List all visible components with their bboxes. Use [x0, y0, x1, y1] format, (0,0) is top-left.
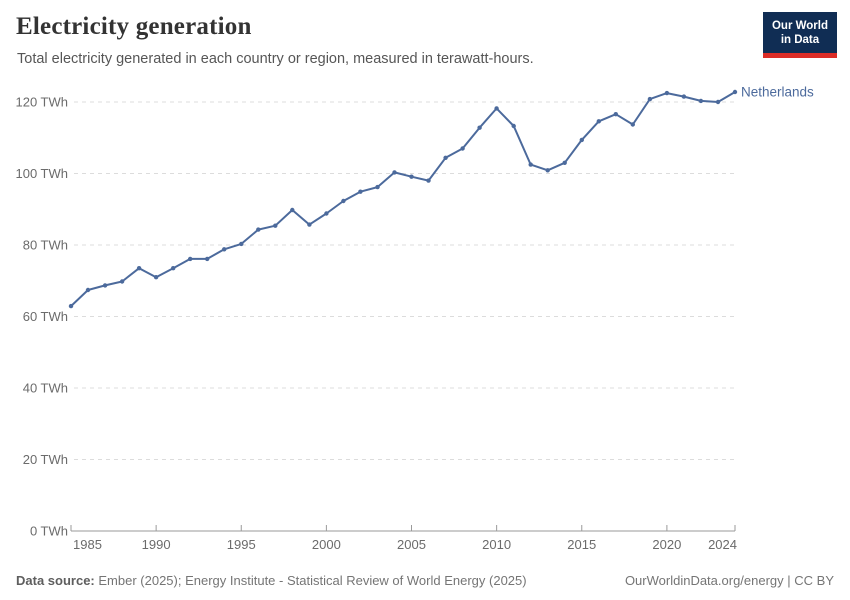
- owid-logo[interactable]: Our World in Data: [762, 12, 837, 58]
- data-point-marker[interactable]: [545, 168, 550, 173]
- x-axis-label: 1995: [227, 537, 256, 552]
- x-axis-label: 2010: [482, 537, 511, 552]
- data-point-marker[interactable]: [375, 184, 380, 190]
- y-axis-label: 80 TWh: [23, 238, 68, 253]
- data-point-marker[interactable]: [256, 227, 261, 232]
- data-point-marker[interactable]: [562, 160, 567, 165]
- data-point-marker[interactable]: [358, 189, 363, 194]
- data-point-marker[interactable]: [239, 241, 244, 247]
- data-point-marker[interactable]: [119, 279, 125, 284]
- data-point-marker[interactable]: [307, 222, 312, 227]
- chart-footer: Data source: Ember (2025); Energy Instit…: [16, 573, 834, 588]
- x-axis-label: 1985: [73, 537, 102, 552]
- owid-logo-line1: Our World: [771, 20, 828, 32]
- data-source-line[interactable]: Data source: Ember (2025); Energy Instit…: [16, 573, 527, 588]
- data-point-marker[interactable]: [171, 266, 176, 271]
- data-source-text: Ember (2025); Energy Institute - Statist…: [98, 573, 527, 588]
- data-point-marker[interactable]: [85, 287, 91, 293]
- data-point-marker[interactable]: [188, 256, 193, 262]
- data-point-marker[interactable]: [511, 123, 516, 129]
- x-axis-label: 1990: [142, 537, 171, 552]
- chart-title: Electricity generation: [16, 13, 252, 40]
- data-point-marker[interactable]: [324, 211, 329, 216]
- y-axis-label: 60 TWh: [23, 309, 68, 324]
- data-point-marker[interactable]: [341, 198, 346, 204]
- data-point-marker[interactable]: [153, 275, 159, 280]
- x-axis-label: 2000: [312, 537, 341, 552]
- data-point-marker[interactable]: [460, 146, 465, 151]
- data-point-marker[interactable]: [596, 119, 601, 124]
- y-axis-label: 100 TWh: [15, 166, 68, 181]
- x-axis-label: 2015: [567, 537, 596, 552]
- series-line[interactable]: [70, 91, 736, 308]
- data-point-marker[interactable]: [136, 266, 142, 271]
- y-axis-label: 120 TWh: [15, 95, 68, 110]
- y-axis-label: 0 TWh: [30, 524, 68, 539]
- data-point-marker[interactable]: [715, 99, 721, 105]
- data-point-marker[interactable]: [222, 247, 227, 252]
- x-axis-label: 2005: [397, 537, 426, 552]
- data-point-marker[interactable]: [613, 112, 618, 117]
- data-point-marker[interactable]: [426, 178, 431, 183]
- data-point-marker[interactable]: [630, 122, 635, 127]
- data-point-marker[interactable]: [647, 96, 653, 102]
- data-point-marker[interactable]: [443, 155, 448, 160]
- y-axis-label: 20 TWh: [23, 452, 68, 467]
- data-point-marker[interactable]: [528, 162, 533, 167]
- series-end-label[interactable]: Netherlands: [741, 84, 814, 99]
- data-point-marker[interactable]: [273, 223, 278, 228]
- data-point-marker[interactable]: [732, 89, 738, 95]
- data-source-label: Data source:: [16, 573, 95, 588]
- data-point-marker[interactable]: [409, 174, 414, 179]
- x-axis-label: 2024: [708, 537, 737, 552]
- data-point-marker[interactable]: [664, 90, 670, 96]
- data-point-marker[interactable]: [579, 137, 584, 143]
- data-point-marker[interactable]: [205, 256, 210, 262]
- data-point-marker[interactable]: [681, 94, 687, 99]
- data-point-marker[interactable]: [102, 283, 108, 288]
- chart-subtitle: Total electricity generated in each coun…: [17, 51, 534, 67]
- data-point-marker[interactable]: [477, 125, 482, 130]
- y-axis-label: 40 TWh: [23, 381, 68, 396]
- data-point-marker[interactable]: [392, 170, 397, 175]
- data-point-marker[interactable]: [290, 207, 295, 213]
- x-axis-label: 2020: [652, 537, 681, 552]
- owid-logo-line2: in Data: [780, 34, 820, 47]
- attribution-link[interactable]: OurWorldinData.org/energy | CC BY: [624, 573, 834, 588]
- data-point-marker[interactable]: [68, 303, 74, 309]
- data-point-marker[interactable]: [698, 98, 704, 104]
- data-point-marker[interactable]: [494, 106, 499, 111]
